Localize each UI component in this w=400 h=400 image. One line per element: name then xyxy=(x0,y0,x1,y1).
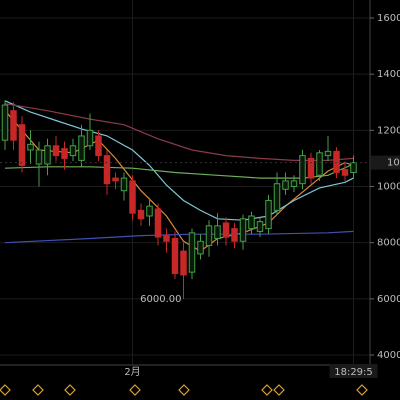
candle-body xyxy=(146,205,153,217)
candle-body xyxy=(1,104,9,141)
low-annotation: 6000.00 xyxy=(140,294,181,305)
candle-body xyxy=(265,200,272,230)
candle-body xyxy=(316,152,323,176)
candle-body xyxy=(35,149,43,165)
candle-body xyxy=(180,250,187,276)
y-tick-label: 12000 xyxy=(377,125,400,136)
axis-labels: 4000 6000 8000 10000 12000 14000 16000 2月 18:29:… xyxy=(0,13,400,378)
candle-body xyxy=(341,169,349,176)
candle-body xyxy=(52,145,60,157)
candle-body xyxy=(214,225,221,239)
candle-body xyxy=(69,145,77,157)
event-marker[interactable] xyxy=(129,384,141,396)
last-price-box xyxy=(371,155,400,170)
event-marker[interactable] xyxy=(273,384,285,396)
candle-body xyxy=(154,208,162,238)
candle-body xyxy=(27,143,34,151)
candle-body xyxy=(112,177,119,182)
candle-body xyxy=(129,180,136,214)
candles xyxy=(1,100,357,299)
candle-body xyxy=(350,162,357,173)
candle-body xyxy=(163,235,170,242)
candle-body xyxy=(197,240,204,255)
candle-body xyxy=(324,150,332,157)
grid xyxy=(0,0,370,365)
candle-body xyxy=(18,124,26,166)
candle-body xyxy=(307,157,315,179)
event-markers xyxy=(0,384,368,396)
candle-body xyxy=(273,183,281,211)
x-tick-label: 18:29:5 xyxy=(334,367,373,378)
y-tick-label: 6000 xyxy=(377,294,400,305)
y-tick-label: 10000 xyxy=(377,182,400,193)
candle-body xyxy=(188,232,196,273)
candle-body xyxy=(248,215,255,230)
y-tick-label: 16000 xyxy=(377,13,400,24)
candle-body xyxy=(256,221,264,232)
candle-body xyxy=(205,225,213,246)
candle-body xyxy=(120,177,128,192)
candle-body xyxy=(10,110,17,141)
last-price-label: 10850 xyxy=(387,158,400,169)
event-marker[interactable] xyxy=(32,384,44,396)
event-marker[interactable] xyxy=(261,384,273,396)
candle-body xyxy=(290,180,298,187)
event-marker[interactable] xyxy=(0,384,11,396)
candle-body xyxy=(231,228,238,242)
candle-body xyxy=(239,218,247,242)
candle-body xyxy=(95,135,102,157)
candle-body xyxy=(78,135,85,161)
moving-average-line xyxy=(4,163,354,179)
event-marker[interactable] xyxy=(178,384,190,396)
x-tick-label: 2月 xyxy=(124,366,140,378)
candle-body xyxy=(222,222,230,238)
candle-body xyxy=(171,237,179,275)
candle-body xyxy=(61,148,68,159)
candle-body xyxy=(137,209,145,220)
event-marker[interactable] xyxy=(356,384,368,396)
candle-body xyxy=(103,155,111,185)
candle-body xyxy=(299,155,306,185)
time-label-box xyxy=(329,364,378,378)
y-tick-label: 14000 xyxy=(377,69,400,80)
candle-body xyxy=(86,129,94,147)
candle-body xyxy=(333,150,340,173)
candle-body xyxy=(44,145,51,165)
moving-average-line xyxy=(4,100,354,221)
event-marker[interactable] xyxy=(64,384,76,396)
y-tick-label: 4000 xyxy=(377,350,400,361)
y-tick-label: 8000 xyxy=(377,238,400,249)
candle-body xyxy=(282,180,289,190)
